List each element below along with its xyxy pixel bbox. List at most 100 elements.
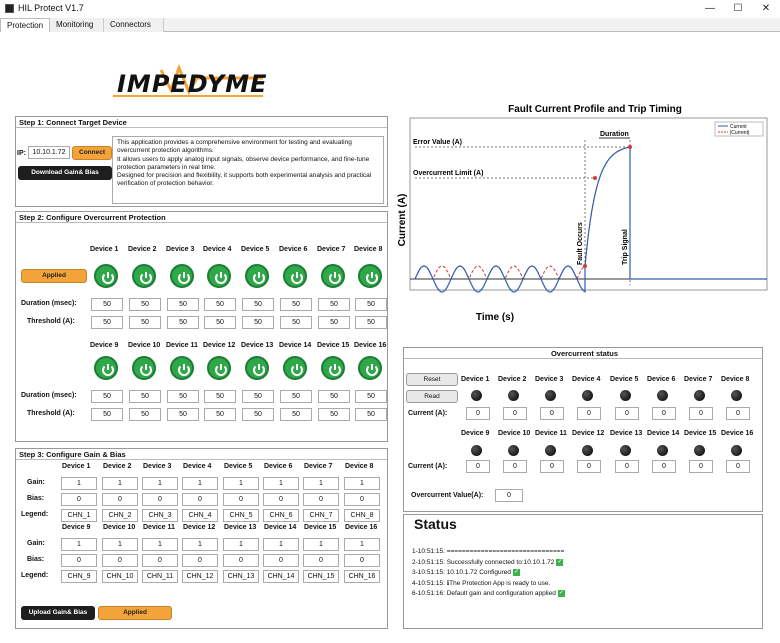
reset-button[interactable]: Reset <box>406 373 458 386</box>
close-button[interactable]: ✕ <box>761 3 771 14</box>
duration-input-14[interactable]: 50 <box>280 390 312 403</box>
device-5-power-icon[interactable] <box>245 264 269 288</box>
bias-input-10[interactable]: 0 <box>102 554 138 567</box>
gain-input-8[interactable]: 1 <box>344 477 380 490</box>
minimize-button[interactable]: — <box>705 3 715 14</box>
device-4-power-icon[interactable] <box>207 264 231 288</box>
duration-input-11[interactable]: 50 <box>167 390 199 403</box>
threshold-input-12[interactable]: 50 <box>204 408 236 421</box>
bias-input-2[interactable]: 0 <box>102 493 138 506</box>
legend-input-10[interactable]: CHN_10 <box>102 570 138 583</box>
gain-input-1[interactable]: 1 <box>61 477 97 490</box>
threshold-input-11[interactable]: 50 <box>167 408 199 421</box>
threshold-input-1[interactable]: 50 <box>91 316 123 329</box>
device-6-power-icon[interactable] <box>283 264 307 288</box>
duration-input-1[interactable]: 50 <box>91 298 123 311</box>
current-field-14[interactable]: 0 <box>652 460 676 473</box>
duration-input-8[interactable]: 50 <box>355 298 387 311</box>
gain-input-15[interactable]: 1 <box>303 538 339 551</box>
legend-input-15[interactable]: CHN_15 <box>303 570 339 583</box>
device-8-power-icon[interactable] <box>358 264 382 288</box>
current-field-16[interactable]: 0 <box>726 460 750 473</box>
device-14-power-icon[interactable] <box>283 356 307 380</box>
gain-input-10[interactable]: 1 <box>102 538 138 551</box>
bias-input-4[interactable]: 0 <box>182 493 218 506</box>
device-12-power-icon[interactable] <box>207 356 231 380</box>
bias-input-15[interactable]: 0 <box>303 554 339 567</box>
duration-input-2[interactable]: 50 <box>129 298 161 311</box>
threshold-input-9[interactable]: 50 <box>91 408 123 421</box>
gain-input-5[interactable]: 1 <box>223 477 259 490</box>
threshold-input-13[interactable]: 50 <box>242 408 274 421</box>
current-field-8[interactable]: 0 <box>726 407 750 420</box>
threshold-input-16[interactable]: 50 <box>355 408 387 421</box>
current-field-6[interactable]: 0 <box>652 407 676 420</box>
gain-input-12[interactable]: 1 <box>182 538 218 551</box>
legend-input-13[interactable]: CHN_13 <box>223 570 259 583</box>
legend-input-6[interactable]: CHN_6 <box>263 509 299 522</box>
bias-input-6[interactable]: 0 <box>263 493 299 506</box>
gain-input-3[interactable]: 1 <box>142 477 178 490</box>
applied-button-step2[interactable]: Applied <box>21 269 87 283</box>
legend-input-14[interactable]: CHN_14 <box>263 570 299 583</box>
duration-input-3[interactable]: 50 <box>167 298 199 311</box>
gain-input-9[interactable]: 1 <box>61 538 97 551</box>
duration-input-4[interactable]: 50 <box>204 298 236 311</box>
bias-input-16[interactable]: 0 <box>344 554 380 567</box>
legend-input-12[interactable]: CHN_12 <box>182 570 218 583</box>
current-field-12[interactable]: 0 <box>577 460 601 473</box>
connect-button[interactable]: Connect <box>72 146 112 160</box>
bias-input-8[interactable]: 0 <box>344 493 380 506</box>
duration-input-10[interactable]: 50 <box>129 390 161 403</box>
device-7-power-icon[interactable] <box>321 264 345 288</box>
legend-input-7[interactable]: CHN_7 <box>303 509 339 522</box>
current-field-10[interactable]: 0 <box>503 460 527 473</box>
device-2-power-icon[interactable] <box>132 264 156 288</box>
duration-input-7[interactable]: 50 <box>318 298 350 311</box>
legend-input-3[interactable]: CHN_3 <box>142 509 178 522</box>
duration-input-9[interactable]: 50 <box>91 390 123 403</box>
legend-input-8[interactable]: CHN_8 <box>344 509 380 522</box>
threshold-input-7[interactable]: 50 <box>318 316 350 329</box>
bias-input-1[interactable]: 0 <box>61 493 97 506</box>
tab-connectors[interactable]: Connectors <box>104 18 164 32</box>
duration-input-16[interactable]: 50 <box>355 390 387 403</box>
legend-input-1[interactable]: CHN_1 <box>61 509 97 522</box>
bias-input-5[interactable]: 0 <box>223 493 259 506</box>
legend-input-5[interactable]: CHN_5 <box>223 509 259 522</box>
bias-input-7[interactable]: 0 <box>303 493 339 506</box>
legend-input-11[interactable]: CHN_11 <box>142 570 178 583</box>
threshold-input-6[interactable]: 50 <box>280 316 312 329</box>
maximize-button[interactable]: ☐ <box>733 3 743 14</box>
gain-input-2[interactable]: 1 <box>102 477 138 490</box>
gain-input-4[interactable]: 1 <box>182 477 218 490</box>
download-gain-bias-button[interactable]: Download Gain& Bias <box>18 166 112 180</box>
gain-input-13[interactable]: 1 <box>223 538 259 551</box>
gain-input-16[interactable]: 1 <box>344 538 380 551</box>
current-field-7[interactable]: 0 <box>689 407 713 420</box>
ip-input[interactable]: 10.10.1.72 <box>28 146 70 159</box>
threshold-input-8[interactable]: 50 <box>355 316 387 329</box>
current-field-4[interactable]: 0 <box>577 407 601 420</box>
bias-input-13[interactable]: 0 <box>223 554 259 567</box>
threshold-input-4[interactable]: 50 <box>204 316 236 329</box>
threshold-input-2[interactable]: 50 <box>129 316 161 329</box>
threshold-input-5[interactable]: 50 <box>242 316 274 329</box>
device-10-power-icon[interactable] <box>132 356 156 380</box>
tab-monitoring[interactable]: Monitoring <box>50 18 104 32</box>
read-button[interactable]: Read <box>406 390 458 403</box>
threshold-input-3[interactable]: 50 <box>167 316 199 329</box>
threshold-input-15[interactable]: 50 <box>318 408 350 421</box>
device-1-power-icon[interactable] <box>94 264 118 288</box>
device-9-power-icon[interactable] <box>94 356 118 380</box>
device-15-power-icon[interactable] <box>321 356 345 380</box>
current-field-3[interactable]: 0 <box>540 407 564 420</box>
current-field-2[interactable]: 0 <box>503 407 527 420</box>
threshold-input-14[interactable]: 50 <box>280 408 312 421</box>
duration-input-13[interactable]: 50 <box>242 390 274 403</box>
bias-input-14[interactable]: 0 <box>263 554 299 567</box>
legend-input-4[interactable]: CHN_4 <box>182 509 218 522</box>
bias-input-3[interactable]: 0 <box>142 493 178 506</box>
duration-input-5[interactable]: 50 <box>242 298 274 311</box>
bias-input-11[interactable]: 0 <box>142 554 178 567</box>
